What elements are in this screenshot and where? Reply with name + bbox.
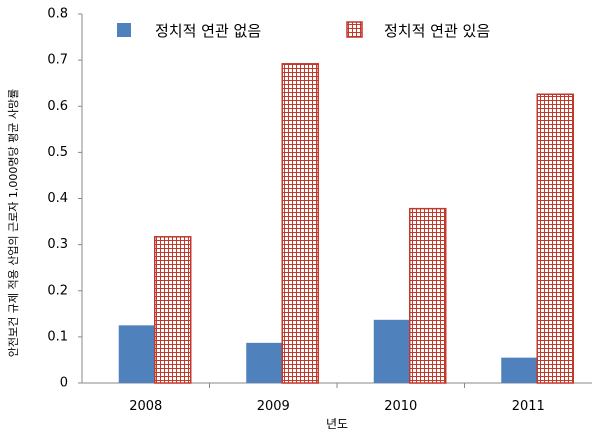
legend: 정치적 연관 없음 정치적 연관 있음 [117,21,490,40]
y-tick-label: 0.5 [47,145,68,160]
bar-2010-political-tie [409,207,447,384]
bar-2009-political-tie [281,63,319,384]
legend-label-political-tie: 정치적 연관 있음 [384,22,490,40]
bar-2010-no-political-tie [373,319,410,383]
x-tick-label: 2011 [512,399,545,414]
bar-2009-no-political-tie [246,342,283,383]
y-tick-label: 0.2 [47,283,68,298]
legend-swatch-no-political-tie [117,23,131,37]
legend-swatch-political-tie [346,21,363,38]
x-ticks: 2008 2009 2010 2011 [129,383,545,414]
y-tick-label: 0 [60,376,68,391]
y-tick-label: 0.8 [47,7,68,22]
y-tick-label: 0.1 [47,329,68,344]
x-tick-label: 2008 [129,399,162,414]
y-ticks: 0 0.1 0.2 0.3 0.4 0.5 0.6 0.7 0.8 [47,7,82,391]
x-tick-label: 2010 [384,399,417,414]
x-axis-title: 년도 [326,417,348,431]
bar-2008-political-tie [154,236,192,384]
y-tick-label: 0.6 [47,99,68,114]
bars [118,63,574,384]
bar-2011-political-tie [536,93,574,384]
y-tick-label: 0.4 [47,191,68,206]
x-tick-label: 2009 [257,399,290,414]
bar-2011-no-political-tie [501,357,538,383]
legend-label-no-political-tie: 정치적 연관 없음 [155,22,261,40]
y-axis-title-group: 안전보건 규제 적용 산업의 근로자 1,000명당 평균 사망률 [7,89,20,358]
bar-2008-no-political-tie [118,325,155,383]
y-tick-label: 0.3 [47,237,68,252]
y-tick-label: 0.7 [47,53,68,68]
y-axis-title: 안전보건 규제 적용 산업의 근로자 1,000명당 평균 사망률 [7,89,20,358]
